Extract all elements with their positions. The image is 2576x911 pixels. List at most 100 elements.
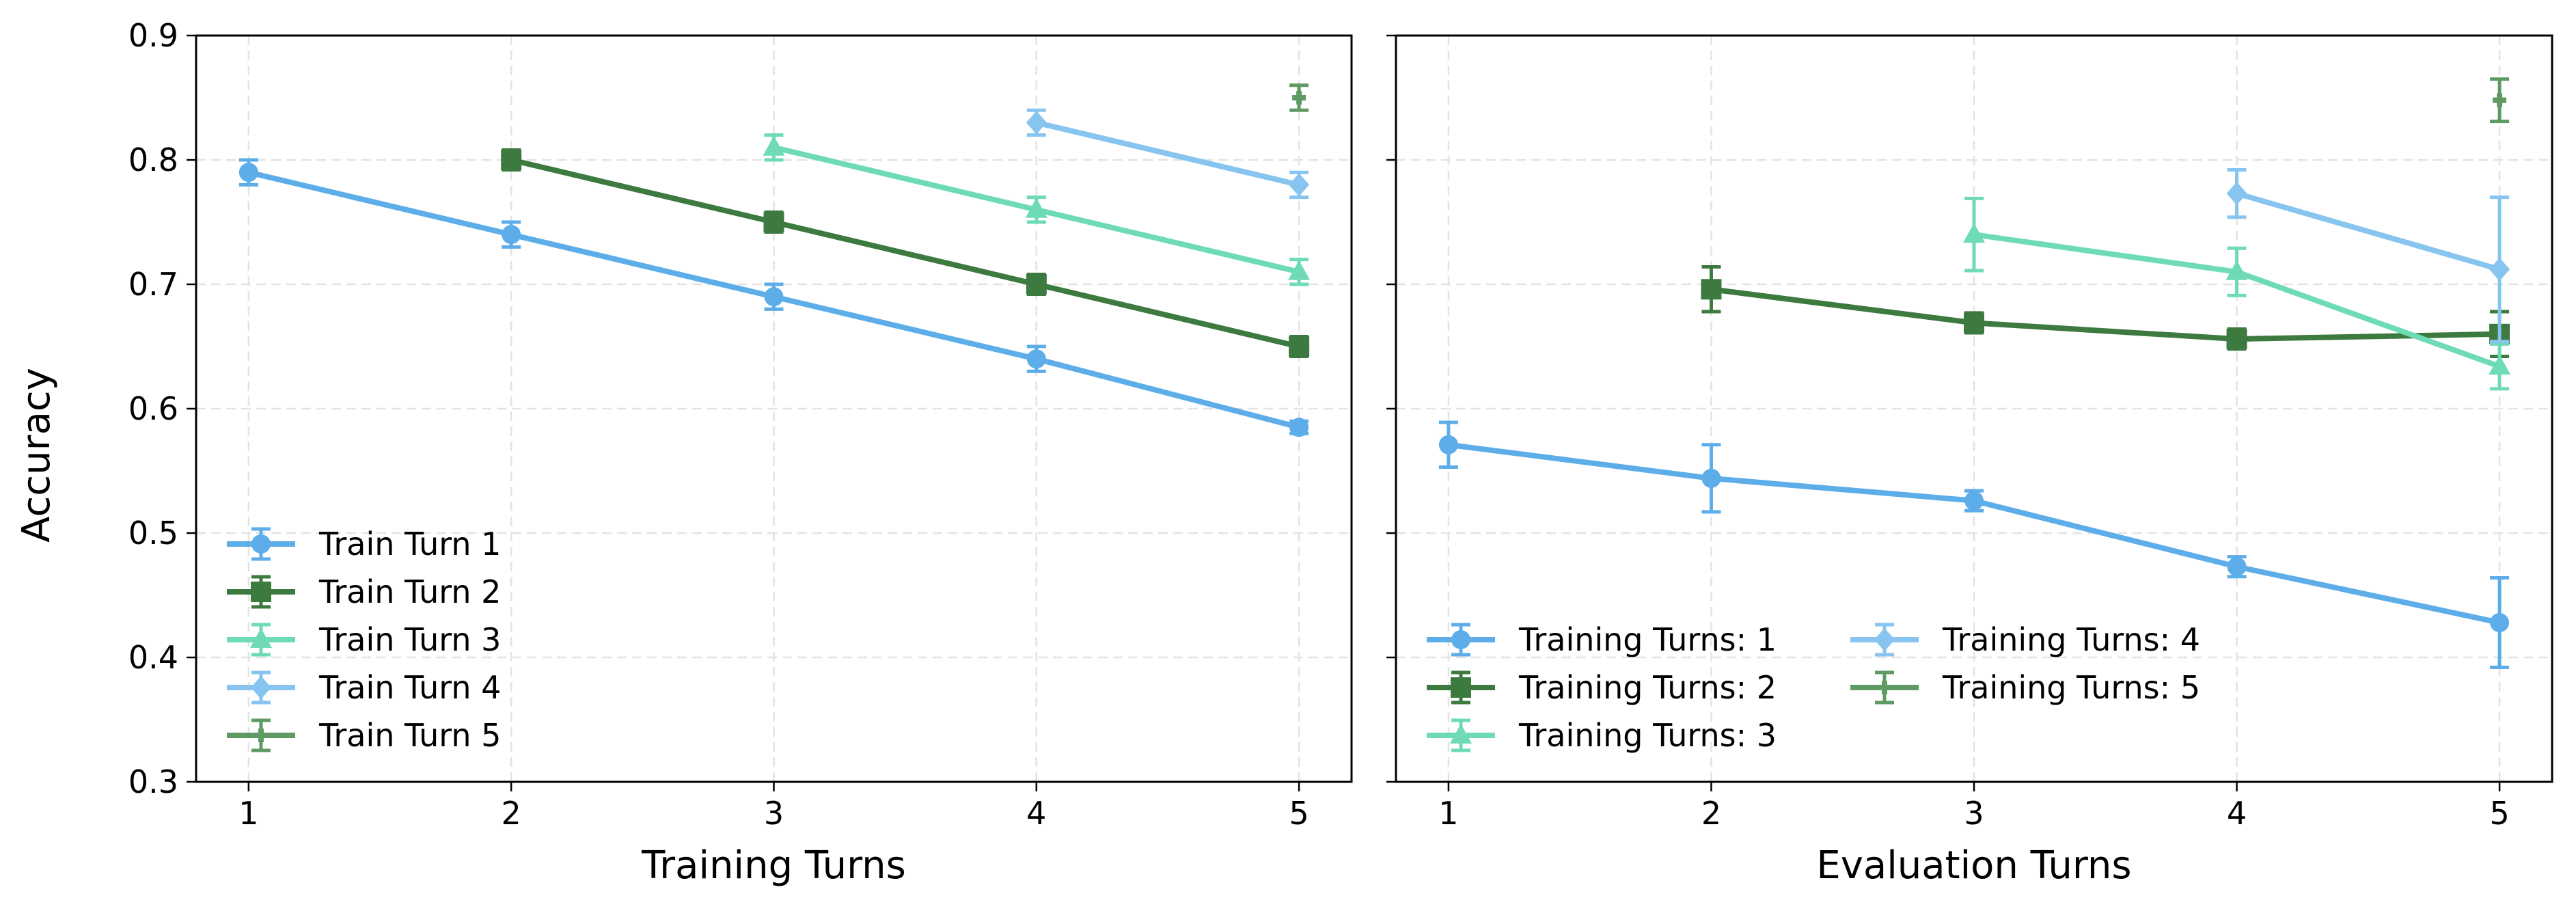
data-point [1289, 336, 1310, 357]
y-tick-label: 0.5 [128, 515, 178, 552]
series-line [2236, 191, 2501, 273]
data-point [1701, 468, 1721, 488]
series-train-turn-3 [763, 133, 1311, 286]
data-point [238, 163, 258, 182]
series-training-turns-5 [2490, 77, 2510, 124]
data-point [763, 135, 785, 156]
legend-marker [1451, 630, 1470, 649]
y-tick-label: 0.3 [128, 763, 178, 800]
data-point [1701, 279, 1722, 300]
y-tick-label: 0.7 [128, 266, 178, 303]
y-tick-label: 0.8 [128, 141, 178, 178]
data-point [2489, 355, 2511, 375]
data-point [2225, 260, 2248, 280]
data-point [1288, 260, 1311, 280]
x-tick-label: 2 [502, 795, 521, 832]
data-point [1438, 435, 1458, 454]
left-chart-training-turns: 1 2 3 4 5 0.3 0.4 0.5 0.6 0.7 0.8 0.9 Training Turns… [128, 17, 1353, 888]
x-tick-label: 5 [1289, 795, 1308, 832]
legend-label: Training Turns: 3 [1518, 717, 1777, 754]
x-tick-label: 2 [1701, 795, 1721, 832]
series-training-turns-1 [1438, 420, 2510, 670]
legend-entry-training-turns-4: Training Turns: 4 [1850, 621, 2200, 658]
data-point [501, 150, 522, 170]
series-train-turn-5 [1289, 83, 1309, 112]
data-point [2226, 182, 2247, 206]
legend-entry-train-turn-5: Train Turn 5 [227, 717, 501, 754]
x-tick-label: 3 [764, 795, 784, 832]
data-point [764, 287, 784, 307]
legend-entry-training-turns-2: Training Turns: 2 [1427, 669, 1777, 706]
legend-entry-training-turns-5: Training Turns: 5 [1850, 669, 2200, 706]
series-line [510, 157, 1300, 349]
legend-entry-train-turn-2: Train Turn 2 [227, 573, 501, 610]
series-training-turns-2 [1701, 265, 2510, 359]
data-point [1964, 312, 1984, 334]
plot-frame [195, 34, 1353, 783]
x-tick-label: 4 [2227, 795, 2247, 832]
legend-marker [251, 534, 271, 554]
legend-entry-training-turns-3: Training Turns: 3 [1427, 717, 1777, 754]
legend: Train Turn 1 Train Turn 2 Train Turn 3 Trai… [227, 526, 501, 754]
legend-entry-train-turn-1: Train Turn 1 [227, 526, 501, 562]
x-tick-label: 1 [1438, 795, 1458, 832]
legend-marker [1450, 724, 1472, 744]
legend-marker [1878, 681, 1891, 694]
legend-label: Training Turns: 1 [1518, 621, 1777, 658]
data-point [2493, 93, 2507, 107]
legend-marker [251, 582, 271, 602]
legend-marker [251, 676, 271, 699]
series-train-turn-1 [238, 158, 1309, 437]
data-point [763, 212, 784, 232]
data-point [1292, 91, 1306, 105]
series-line [1710, 286, 2500, 342]
legend-label: Training Turns: 4 [1942, 621, 2200, 658]
legend-label: Train Turn 4 [318, 669, 501, 706]
data-point [2226, 329, 2247, 350]
y-tick-label: 0.4 [128, 639, 178, 676]
data-point [1026, 274, 1047, 295]
legend-entry-training-turns-1: Training Turns: 1 [1427, 621, 1777, 658]
legend-label: Training Turns: 2 [1518, 669, 1777, 706]
data-point [502, 225, 521, 245]
legend-marker [250, 628, 272, 648]
x-tick-label: 3 [1964, 795, 1984, 832]
x-axis-label: Evaluation Turns [1816, 843, 2131, 888]
legend-label: Train Turn 5 [318, 717, 501, 754]
legend: Training Turns: 1 Training Turns: 2 Traini… [1427, 621, 2200, 754]
data-point [2489, 258, 2510, 282]
legend-entry-train-turn-4: Train Turn 4 [227, 669, 501, 706]
legend-label: Train Turn 3 [318, 621, 501, 658]
x-tick-label: 4 [1026, 795, 1046, 832]
legend-label: Train Turn 1 [318, 526, 501, 562]
series-train-turn-2 [501, 148, 1310, 359]
series-training-turns-4 [2226, 168, 2510, 344]
x-tick-label: 5 [2489, 795, 2509, 832]
legend-label: Train Turn 2 [318, 573, 501, 610]
series-train-turn-4 [1026, 108, 1310, 200]
legend-marker [254, 729, 268, 742]
y-tick-label: 0.9 [128, 17, 178, 54]
data-point [2490, 613, 2510, 633]
legend-label: Training Turns: 5 [1942, 669, 2200, 706]
data-point [2227, 557, 2247, 577]
data-point [1964, 491, 1984, 511]
data-point [1026, 349, 1046, 369]
series-line [1035, 120, 1300, 188]
data-point [1025, 198, 1047, 218]
shared-y-axis-label: Accuracy [14, 368, 59, 543]
legend-entry-train-turn-3: Train Turn 3 [227, 621, 501, 658]
legend-marker [1874, 628, 1895, 651]
data-point [1289, 418, 1309, 437]
series-training-turns-3 [1963, 196, 2511, 391]
y-tick-label: 0.6 [128, 390, 178, 427]
legend-marker [1451, 677, 1471, 698]
data-point [1963, 223, 1985, 243]
plot-frame [1395, 34, 2553, 783]
data-point [1289, 173, 1310, 197]
x-tick-label: 1 [238, 795, 258, 832]
data-point [1026, 111, 1047, 135]
x-axis-label: Training Turns [641, 843, 906, 888]
